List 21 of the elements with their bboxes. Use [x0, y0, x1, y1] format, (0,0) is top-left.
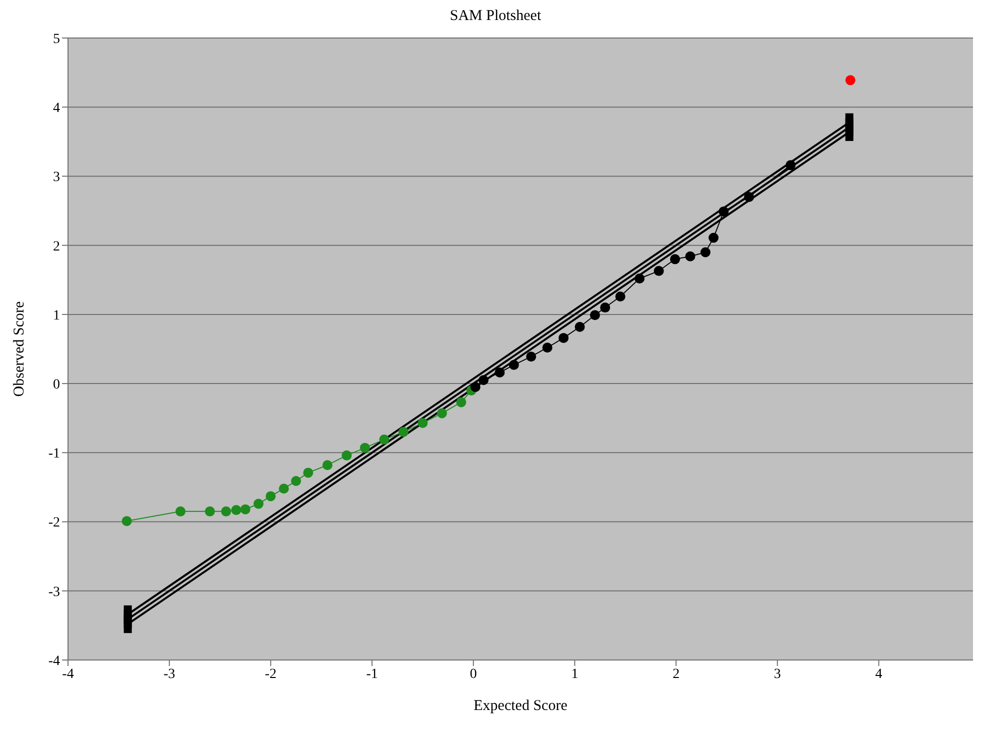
- y-tick-label: -3: [48, 584, 60, 600]
- x-tick-label: -3: [164, 666, 176, 682]
- x-tick-label: 0: [470, 666, 477, 682]
- y-tick-label: -1: [48, 446, 60, 462]
- y-tick-label: -4: [48, 654, 60, 669]
- y-tick-label: 4: [53, 101, 60, 116]
- x-axis-title: Expected Score: [474, 698, 568, 714]
- x-tick-label: 1: [571, 666, 578, 682]
- y-tick-label: 1: [53, 308, 60, 324]
- x-tick-label: 3: [774, 666, 781, 682]
- x-tick-label: -2: [264, 666, 277, 682]
- y-tick-label: 2: [53, 239, 60, 254]
- chart-title: SAM Plotsheet: [448, 8, 542, 26]
- x-tick-label: 4: [875, 666, 882, 682]
- y-tick-label: 5: [53, 32, 60, 47]
- x-tick-label: 2: [672, 666, 680, 682]
- y-tick-label: -2: [48, 516, 60, 531]
- y-tick-label: 0: [53, 378, 60, 393]
- x-tick-label: -1: [366, 666, 378, 682]
- y-tick-label: 3: [53, 170, 60, 186]
- y-axis-title: Observed Score: [11, 300, 28, 397]
